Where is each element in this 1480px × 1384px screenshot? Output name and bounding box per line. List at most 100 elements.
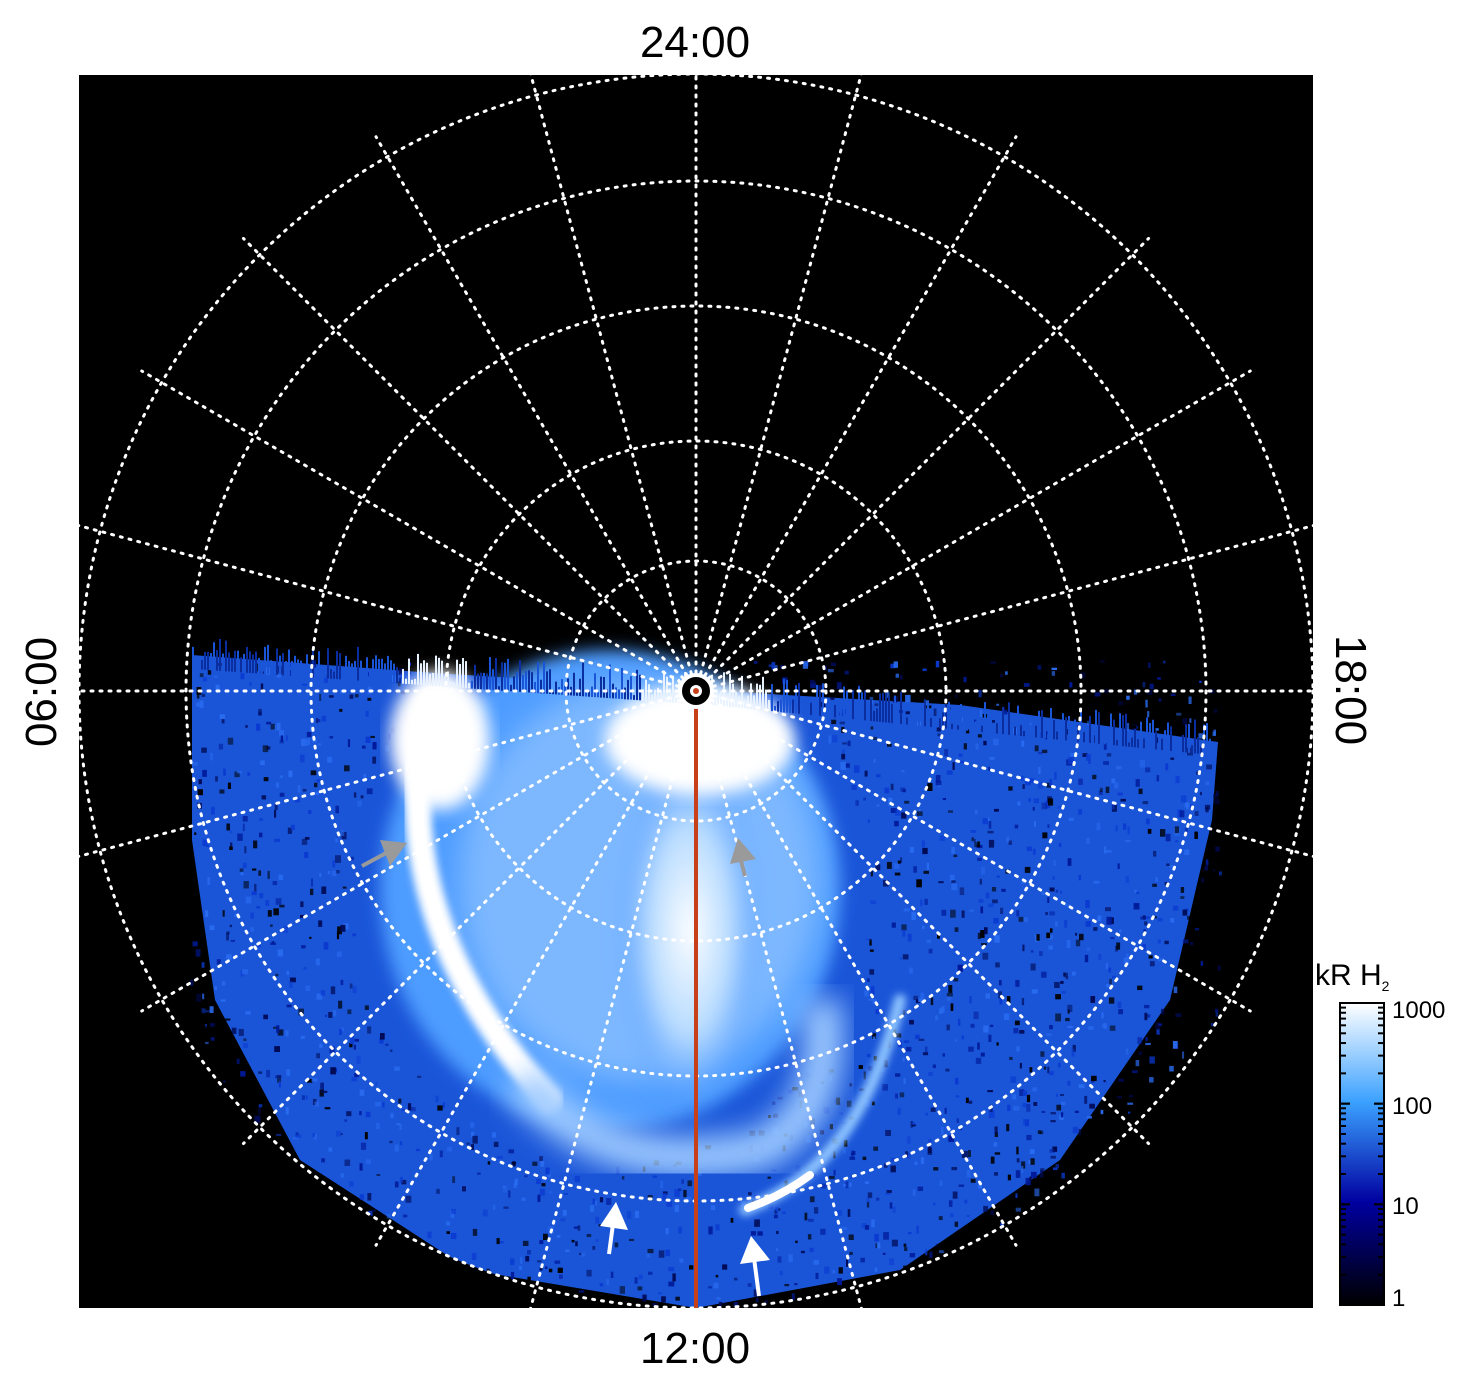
noise-speck — [634, 1277, 638, 1284]
noise-speck — [1065, 976, 1069, 980]
noise-speck — [272, 881, 278, 886]
noise-speck — [1061, 1101, 1066, 1106]
noise-speck — [968, 1100, 973, 1104]
noise-speck — [1187, 915, 1193, 920]
noise-speck — [513, 1182, 517, 1189]
noise-speck — [536, 1178, 541, 1185]
noise-speck — [966, 1170, 971, 1178]
noise-speck — [1147, 711, 1150, 718]
noise-speck — [870, 900, 877, 904]
noise-speck — [359, 1194, 365, 1200]
noise-speck — [522, 1240, 529, 1246]
noise-speck — [1140, 1103, 1145, 1109]
noise-speck — [385, 745, 389, 752]
noise-speck — [202, 769, 207, 777]
noise-speck — [320, 990, 326, 996]
noise-speck — [352, 986, 357, 994]
noise-speck — [846, 1259, 849, 1267]
noise-speck — [994, 1126, 998, 1134]
noise-speck — [978, 898, 984, 903]
noise-speck — [1108, 997, 1115, 1004]
edge-streak — [1173, 736, 1175, 752]
edge-streak — [726, 700, 728, 707]
edge-streak — [651, 694, 653, 702]
edge-streak — [438, 657, 440, 687]
noise-speck — [872, 1036, 876, 1040]
edge-streak — [966, 709, 968, 731]
noise-speck — [886, 1190, 892, 1193]
noise-speck — [205, 1010, 210, 1013]
noise-speck — [652, 1175, 658, 1178]
noise-speck — [1000, 907, 1004, 914]
noise-speck — [219, 714, 225, 720]
edge-streak — [393, 663, 395, 684]
edge-streak — [471, 680, 473, 689]
noise-speck — [903, 694, 906, 701]
noise-speck — [1196, 771, 1199, 775]
noise-speck — [360, 1142, 367, 1150]
noise-speck — [1039, 951, 1043, 957]
noise-speck — [275, 1126, 280, 1131]
noise-speck — [918, 998, 924, 1003]
noise-speck — [319, 693, 322, 701]
noise-speck — [1116, 1096, 1122, 1099]
noise-speck — [279, 792, 285, 797]
edge-streak — [807, 701, 809, 715]
noise-speck — [810, 679, 815, 684]
noise-speck — [1075, 932, 1078, 936]
noise-speck — [1071, 971, 1076, 976]
noise-speck — [1047, 897, 1050, 903]
noise-speck — [864, 989, 869, 997]
edge-streak — [555, 681, 557, 695]
noise-speck — [978, 689, 982, 698]
noise-speck — [916, 879, 922, 888]
edge-streak — [732, 683, 734, 708]
noise-speck — [1094, 692, 1101, 697]
noise-speck — [1110, 917, 1114, 925]
noise-speck — [210, 752, 213, 761]
edge-streak — [798, 682, 800, 714]
noise-speck — [1103, 743, 1107, 750]
edge-streak — [1215, 745, 1217, 756]
noise-speck — [901, 770, 905, 773]
noise-speck — [295, 1134, 302, 1139]
noise-speck — [417, 1075, 422, 1078]
noise-speck — [471, 1253, 477, 1260]
noise-speck — [1144, 921, 1148, 926]
noise-speck — [970, 1178, 976, 1183]
noise-speck — [869, 939, 872, 946]
noise-speck — [902, 954, 909, 960]
edge-streak — [582, 662, 584, 697]
noise-speck — [899, 957, 902, 960]
colorbar: kR H2 1000 100 10 1 — [1315, 959, 1445, 1312]
noise-speck — [959, 887, 965, 896]
edge-streak — [933, 719, 935, 728]
noise-speck — [537, 1194, 541, 1202]
noise-speck — [227, 737, 234, 745]
noise-speck — [820, 1183, 827, 1189]
noise-speck — [802, 661, 808, 669]
noise-speck — [1054, 982, 1060, 988]
noise-speck — [708, 1286, 712, 1289]
noise-speck — [332, 1053, 338, 1056]
noise-speck — [240, 872, 244, 876]
noise-speck — [1184, 849, 1190, 855]
noise-speck — [977, 932, 981, 940]
noise-speck — [1158, 698, 1162, 702]
noise-speck — [920, 899, 923, 907]
noise-speck — [251, 891, 257, 896]
edge-streak — [1122, 715, 1124, 747]
edge-streak — [543, 661, 545, 694]
noise-speck — [862, 1156, 867, 1161]
noise-speck — [951, 846, 955, 854]
noise-speck — [958, 1018, 961, 1026]
noise-speck — [991, 720, 995, 723]
noise-speck — [846, 1100, 852, 1108]
edge-streak — [522, 674, 524, 693]
colorbar-unit-label: kR H2 — [1315, 959, 1390, 994]
noise-speck — [285, 1030, 289, 1037]
noise-speck — [950, 1213, 954, 1218]
noise-speck — [925, 1249, 928, 1256]
noise-speck — [1215, 1011, 1219, 1017]
noise-speck — [922, 847, 928, 855]
